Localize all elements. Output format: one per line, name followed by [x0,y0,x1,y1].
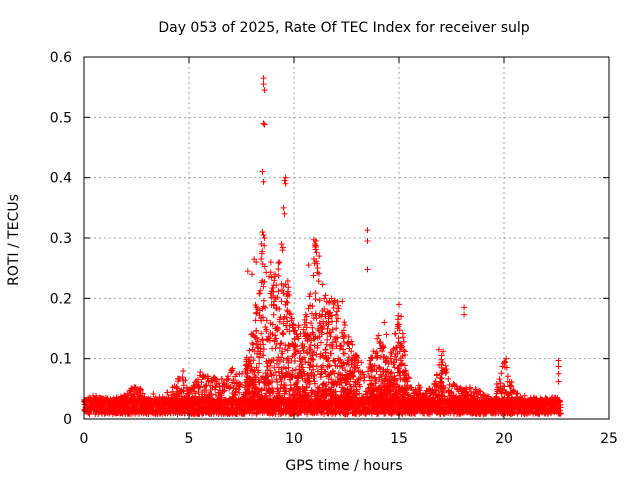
data-point [278,298,285,305]
data-point [507,383,514,390]
data-point [313,249,320,256]
data-point [309,324,316,331]
points-layer [81,75,564,418]
data-point [498,370,505,377]
data-point [292,357,299,364]
data-point [252,317,259,324]
data-point [496,376,503,383]
data-point [412,410,419,417]
data-point [388,369,395,376]
data-point [272,345,279,352]
data-point [341,319,348,326]
data-point [341,322,348,329]
data-point [493,381,500,388]
data-point [275,260,282,267]
data-point [280,330,287,337]
data-point [373,349,380,356]
data-point [391,330,398,337]
data-point [310,272,317,279]
data-point [263,317,270,324]
data-point [287,311,294,318]
data-point [321,410,328,417]
data-point [253,334,260,341]
data-point [263,363,270,370]
data-point [315,278,322,285]
data-point [275,266,282,273]
data-point [202,383,209,390]
data-point [256,290,263,297]
data-point [317,374,324,381]
data-point [256,379,263,386]
data-point [313,315,320,322]
data-point [333,318,340,325]
data-point [274,294,281,301]
data-point [377,365,384,372]
data-point [327,333,334,340]
data-point [283,298,290,305]
data-point [164,389,171,396]
data-point [391,364,398,371]
data-point [328,350,335,357]
data-point [253,327,260,334]
data-point [312,296,319,303]
data-point [256,360,263,367]
data-point [319,281,326,288]
data-point [308,320,315,327]
data-point [313,362,320,369]
data-point [382,410,389,417]
data-point [434,371,441,378]
data-point [277,340,284,347]
data-point [270,311,277,318]
data-point [324,336,331,343]
data-point [269,285,276,292]
data-point [285,284,292,291]
data-point [445,375,452,382]
data-point [395,312,402,319]
data-point [279,331,286,338]
data-point [400,334,407,341]
data-point [312,290,319,297]
data-point [246,347,253,354]
data-point [304,411,311,418]
data-point [285,364,292,371]
data-point [180,368,187,375]
data-point [318,339,325,346]
data-point [333,325,340,332]
data-point [504,373,511,380]
